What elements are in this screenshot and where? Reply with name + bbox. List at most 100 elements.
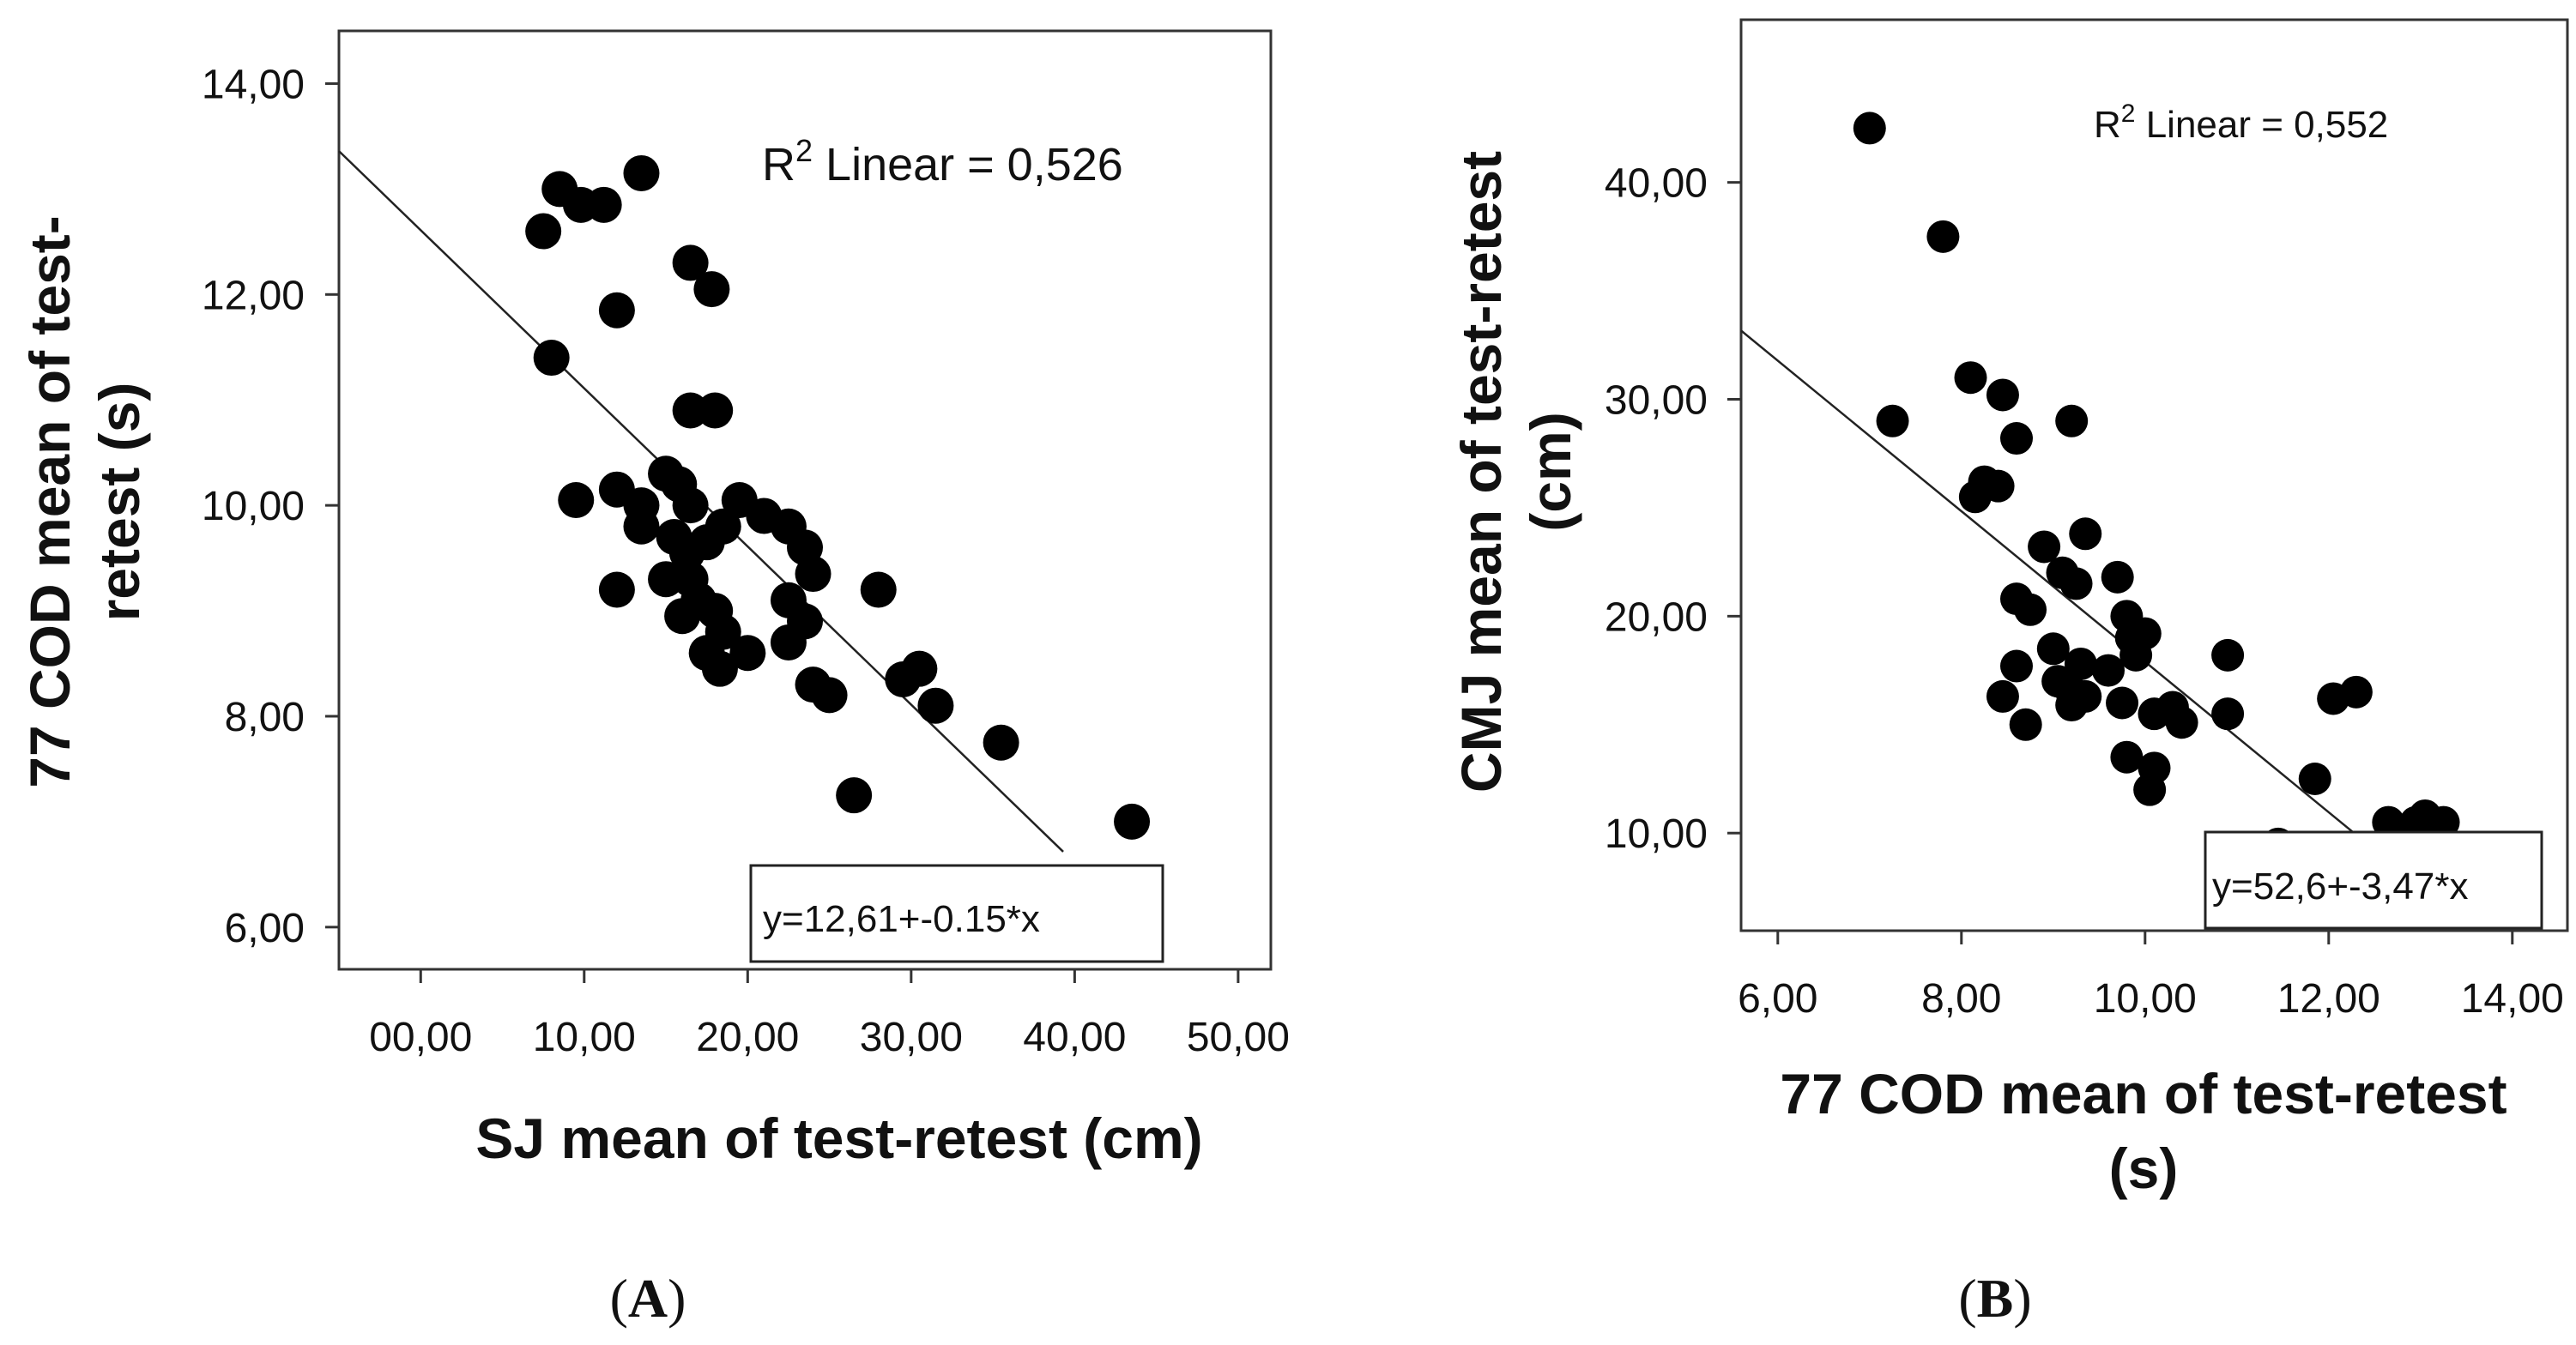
panel-a-equation-box [749,864,1164,963]
panel-b-point [1986,378,2019,412]
panel-a-letter: A [628,1268,668,1329]
panel-b-r2-prefix: R [2094,104,2121,146]
panel-a-point [983,724,1019,761]
panel-b-point [2069,517,2102,551]
panel-a-point [623,154,660,191]
panel-b: 6,00 8,00 10,00 12,00 14,00 10,00 20,00 30,00 4… [1605,18,2569,1329]
panel-a-point [704,508,741,545]
panel-a-point [701,650,738,687]
panel-a-x-tick-label: 40,00 [1023,1015,1126,1060]
panel-b-point [2211,638,2245,672]
panel-b-point [2165,706,2198,739]
panel-b-x-tick-label: 14,00 [2461,976,2564,1022]
panel-b-fit-line [1740,329,2417,885]
panel-b-x-axis-title-line-1: 77 COD mean of test-retest [1780,1062,2506,1125]
panel-b-point [1958,480,1992,514]
panel-a-point [811,677,848,714]
panel-b-point [1926,220,1960,253]
panel-b-point [1876,404,1909,437]
panel-a-point [598,292,635,329]
panel-a-y-axis-title-line-1-rotated: 77 COD mean of test- [18,215,82,787]
panel-b-y-axis-title-line-2: (cm) [1519,412,1582,531]
panel-a-point [901,650,938,687]
panel-a-label: (A) [610,1268,686,1329]
panel-b-point [2028,530,2061,564]
panel-a-point [795,556,831,593]
panel-a-point [693,271,730,308]
panel-a-point [917,687,954,724]
panel-b-r2-value: Linear = 0,552 [2135,104,2388,146]
panel-b-points [1853,112,2460,860]
panel-a-r2-prefix: R [762,139,795,190]
panel-a-point [623,508,660,545]
panel-b-point [2339,675,2373,709]
panel-b-y-ticks: 10,00 20,00 30,00 40,00 [1605,161,1741,857]
panel-b-x-tick-label: 12,00 [2277,976,2380,1022]
panel-b-point [2009,708,2042,741]
panel-b-point [1986,679,2019,713]
panel-b-point [2427,805,2460,839]
panel-a-y-tick-label: 6,00 [225,906,305,951]
panel-b-point [2092,654,2125,687]
panel-b-fitline-layer [1740,329,2417,885]
panel-a: 00,00 10,00 20,00 30,00 40,00 50,00 6,00 8,00 1… [202,29,1290,1329]
panel-b-x-tick-label: 8,00 [1921,976,2001,1022]
panel-b-point [1954,361,1987,395]
panel-a-point [585,186,622,223]
panel-b-point [2110,740,2144,774]
panel-b-point [2133,773,2167,806]
panel-a-plot-frame [337,29,1273,971]
panel-b-y-tick-label: 20,00 [1605,594,1708,640]
panel-b-point [2101,560,2134,594]
panel-a-r2-superscript: 2 [795,133,813,168]
panel-b-point [2298,763,2331,795]
panel-a-x-tick-label: 50,00 [1187,1015,1290,1060]
panel-a-points [525,154,1151,840]
panel-a-y-tick-label: 14,00 [202,62,305,107]
panel-b-point [2055,404,2089,437]
panel-a-r2-annotation: R2 Linear = 0,526 [762,133,1123,190]
panel-a-point [770,624,807,660]
panel-b-r2-superscript: 2 [2121,100,2136,128]
panel-a-r2-value: Linear = 0,526 [813,139,1123,190]
panel-a-equation: y=12,61+-0.15*x [763,898,1040,940]
panel-a-point [598,571,635,608]
panel-a-point [1114,803,1151,840]
panel-b-y-tick-label: 30,00 [1605,378,1708,424]
panel-a-point [836,777,873,814]
panel-b-y-tick-label: 40,00 [1605,161,1708,207]
panel-a-point [533,340,570,377]
panel-a-y-tick-label: 10,00 [202,484,305,529]
panel-b-r2-annotation: R2 Linear = 0,552 [2094,100,2388,146]
panel-b-point [2036,632,2070,666]
panel-b-point [2064,647,2097,680]
panel-b-point [2000,422,2033,455]
panel-b-x-tick-label: 6,00 [1738,976,1817,1022]
panel-b-point [1853,112,1886,145]
panel-a-point [525,213,562,250]
panel-b-point [2119,638,2153,672]
panel-b-point [2014,593,2047,626]
panel-b-point [2211,697,2245,731]
panel-b-y-axis-title-line-1: CMJ mean of test-retest [1449,151,1513,793]
panel-b-point [2106,686,2139,720]
panel-a-point [558,482,595,518]
panel-b-x-tick-label: 10,00 [2094,976,2197,1022]
panel-a-y-axis-title-line-2-rotated: retest (s) [88,383,151,622]
panel-a-y-tick-label: 12,00 [202,273,305,318]
panel-b-point [2000,649,2033,683]
panel-b-label: (B) [1958,1268,2031,1329]
panel-b-x-ticks: 6,00 8,00 10,00 12,00 14,00 [1738,931,2564,1022]
panel-a-point [860,571,897,608]
panel-a-x-tick-label: 10,00 [533,1015,636,1060]
panel-a-point [672,487,709,524]
panel-b-equation-box [2204,830,2543,930]
panel-a-x-tick-label: 30,00 [860,1015,963,1060]
panel-a-x-axis-title: SJ mean of test-retest (cm) [475,1107,1202,1170]
panel-a-point [729,635,766,672]
panel-b-point [2069,679,2102,713]
panel-a-x-tick-label: 20,00 [696,1015,799,1060]
panel-a-point [697,392,734,429]
panel-b-y-tick-label: 10,00 [1605,811,1708,857]
